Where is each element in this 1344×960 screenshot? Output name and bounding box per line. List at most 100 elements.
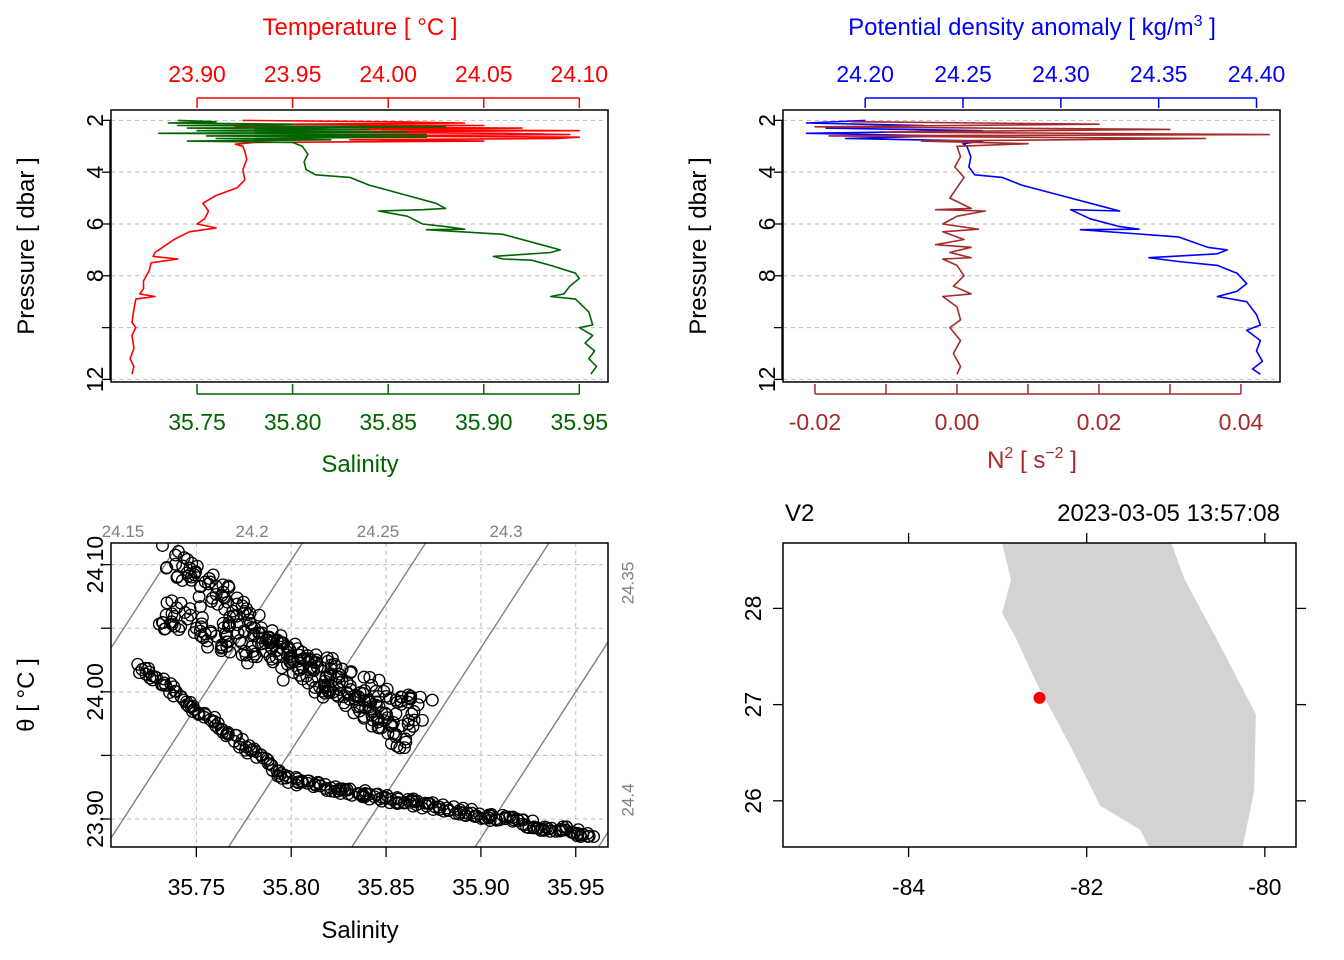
p2-top-axis: 24.20 24.25 24.30 24.35 24.40 (836, 61, 1285, 108)
p1-bottom-axis: 35.75 35.80 35.85 35.90 35.95 (168, 384, 608, 435)
p3-ts-point (380, 682, 394, 696)
p3-ts-point (216, 578, 230, 592)
p3-ts-point (581, 826, 595, 840)
p3-ts-point (235, 599, 249, 613)
p2-top-tick-label-4: 24.40 (1228, 61, 1286, 87)
p3-isopycnal-label-2: 24.25 (357, 522, 400, 541)
ts-diagram-panel: 35.75 35.80 35.85 35.90 35.95 23.90 24.00 24.10… (13, 522, 638, 944)
p1-top-tick-label-3: 24.05 (455, 61, 513, 87)
p3-ts-point (172, 623, 186, 637)
p3-ts-point (371, 689, 385, 703)
p3-ts-point (398, 795, 412, 809)
p1-ylabel-6: 6 (82, 218, 108, 231)
p3-isopycnal-label-4: 24.35 (619, 562, 638, 605)
p3-ts-point (301, 676, 315, 690)
p1-ylabel-4: 4 (82, 166, 108, 179)
p3-ts-point (183, 602, 197, 616)
p1-bottom-tick-label-4: 35.95 (551, 409, 609, 435)
p1-ylabel-2: 2 (82, 114, 108, 127)
p1-gridlines (111, 119, 608, 380)
p3-ts-point (189, 565, 203, 579)
p2-top-tick-label-0: 24.20 (836, 61, 894, 87)
p3-ts-point (389, 796, 403, 810)
p3-ts-point (169, 557, 183, 571)
p3-ts-point (281, 770, 295, 783)
p3-ts-point (193, 624, 207, 638)
station-map-panel: -84 -82 -80 26 27 28 V2 2023-03-05 13:57:08 (740, 500, 1306, 900)
p3-ts-point (402, 723, 416, 737)
p3-ts-point (343, 666, 357, 680)
p3-ts-point (169, 548, 182, 562)
p3-ts-point (291, 661, 305, 675)
p2-ylabel-6: 6 (754, 218, 780, 231)
p3-ts-point (159, 608, 173, 622)
p3-xtick-label-2: 35.85 (357, 874, 415, 900)
p3-ts-point (184, 608, 197, 622)
p3-ts-point (157, 672, 171, 686)
p3-ylabel-0: 23.90 (82, 790, 108, 848)
p3-ts-point (407, 713, 421, 727)
p1-top-tick-label-4: 24.10 (551, 61, 609, 87)
p3-ts-point (587, 830, 601, 844)
p4-map-area (1002, 543, 1256, 847)
p3-ts-point (389, 707, 403, 721)
p3-ts-point (165, 594, 179, 608)
station-marker[interactable] (1033, 691, 1046, 704)
p3-ts-point (295, 775, 308, 789)
p3-ts-point (378, 706, 392, 720)
p3-ts-point (276, 673, 290, 687)
p3-ts-point (291, 654, 305, 668)
p3-ts-point (283, 650, 297, 664)
p1-series-temperature (129, 119, 581, 375)
p3-isopycnal-24.2 (111, 543, 304, 840)
p3-ts-point (252, 608, 266, 622)
p3-ts-point (223, 610, 237, 624)
p3-isopycnal-label-0: 24.15 (102, 522, 145, 541)
p3-ts-point (344, 683, 358, 697)
p3-ts-point (512, 814, 526, 828)
p3-ts-point (246, 644, 260, 658)
p3-ts-point (180, 552, 194, 566)
p3-ts-point (363, 670, 377, 684)
p3-ts-point (293, 668, 307, 682)
station-timestamp: 2023-03-05 13:57:08 (1057, 500, 1280, 527)
p3-ts-point (223, 645, 237, 659)
p3-ts-point (401, 695, 415, 709)
p2-ylabel-4: 4 (754, 166, 780, 179)
p2-gridlines (783, 119, 1280, 380)
p3-ts-point (328, 657, 341, 671)
p2-bottom-tick-label-2: 0.02 (1077, 409, 1122, 435)
p3-ts-point (357, 670, 371, 684)
p3-ts-point (195, 611, 209, 624)
p3-ts-point (465, 802, 479, 816)
p2-top-title-main: Potential density anomaly [ kg/m (848, 14, 1194, 41)
p1-axes: 2 4 6 8 12 23.90 23.95 24.00 24.05 24.10 35.75 35.8… (82, 61, 608, 435)
p3-ts-point (192, 590, 206, 604)
p3-ts-point (357, 694, 371, 708)
p3-ts-point (156, 543, 169, 552)
p3-plot-frame (110, 542, 609, 848)
p2-bottom-axis: -0.02 0.00 0.02 0.04 (789, 384, 1264, 435)
density-n2-profile-panel: 2 4 6 8 12 24.20 24.25 24.30 24.35 24.40 -0.02 0.00… (685, 13, 1285, 474)
p3-ts-point (337, 690, 351, 704)
p3-ts-point (159, 678, 173, 692)
p3-ts-point (248, 647, 262, 661)
p3-ts-point (415, 713, 429, 727)
p3-ts-point (413, 690, 427, 704)
p3-ts-point (176, 559, 190, 573)
p3-ts-point (273, 769, 287, 783)
p3-bottom-axis-title: Salinity (321, 917, 398, 944)
p1-left-axis-title: Pressure [ dbar ] (13, 157, 40, 334)
p3-ts-point (131, 657, 145, 671)
p2-bottom-title-end: ] (1064, 447, 1077, 474)
p3-ts-point (276, 642, 290, 656)
p4-xtick-label-1: -82 (1070, 874, 1103, 900)
p3-ts-point (522, 821, 536, 835)
p3-ts-point (343, 782, 357, 796)
p3-ts-point (202, 577, 215, 591)
p3-ts-point (425, 693, 439, 707)
p3-ts-point (316, 690, 330, 704)
p2-top-axis-title: Potential density anomaly [ kg/m3 ] (848, 13, 1216, 41)
p3-ts-point (201, 640, 215, 654)
p4-xtick-label-0: -84 (892, 874, 925, 900)
